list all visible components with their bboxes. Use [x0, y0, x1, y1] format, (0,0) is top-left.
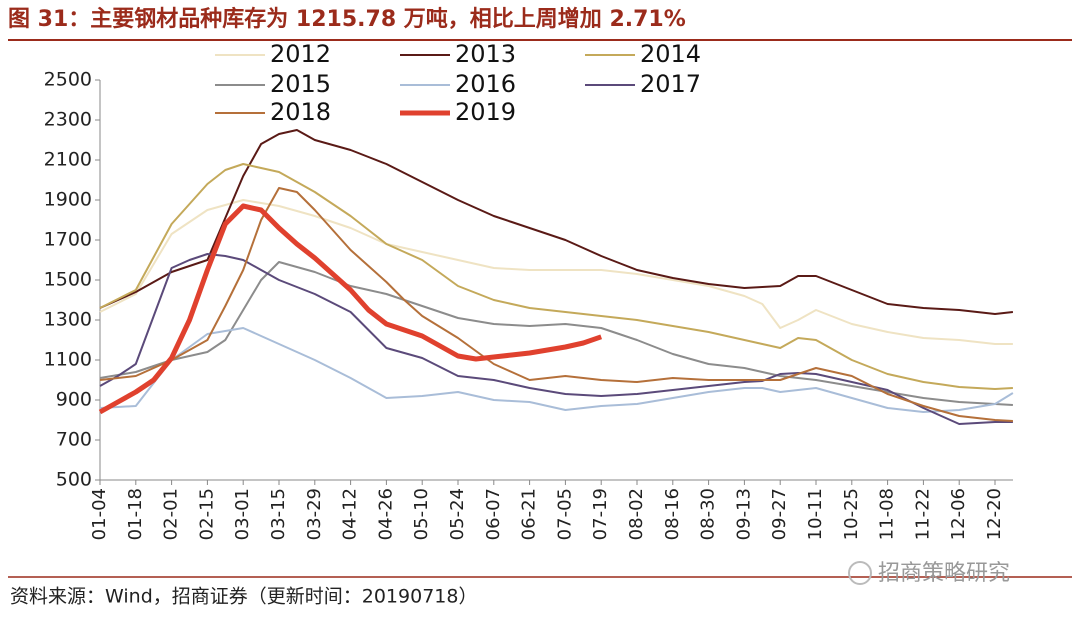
- y-tick-label: 1300: [44, 309, 92, 331]
- y-tick-label: 2500: [44, 69, 92, 91]
- x-tick-label: 02-15: [196, 488, 217, 540]
- x-tick-label: 05-24: [447, 488, 468, 540]
- x-tick-label: 01-04: [89, 488, 110, 540]
- y-tick-label: 1900: [44, 189, 92, 211]
- x-tick-label: 09-13: [733, 488, 754, 540]
- x-tick-label: 01-18: [125, 488, 146, 540]
- legend-label: 2013: [455, 40, 516, 68]
- x-tick-label: 08-16: [662, 488, 683, 540]
- source-note: 资料来源：Wind，招商证券（更新时间：20190718）: [10, 586, 477, 608]
- y-tick-label: 700: [56, 429, 92, 451]
- series-line: [99, 163, 1013, 390]
- legend-label: 2019: [455, 98, 516, 126]
- x-tick-label: 09-27: [769, 488, 790, 540]
- x-tick-label: 07-19: [590, 488, 611, 540]
- series-line: [99, 261, 1013, 406]
- x-tick-label: 07-05: [554, 488, 575, 540]
- x-tick-label: 04-26: [375, 488, 396, 540]
- chart-title: 图 31：主要钢材品种库存为 1215.78 万吨，相比上周增加 2.71%: [8, 6, 686, 32]
- series-line: [99, 187, 1013, 422]
- y-tick-label: 900: [56, 389, 92, 411]
- legend-label: 2017: [640, 70, 701, 98]
- y-tick-label: 2100: [44, 149, 92, 171]
- legend-label: 2015: [270, 70, 331, 98]
- x-tick-label: 05-10: [411, 488, 432, 540]
- y-tick-label: 500: [56, 469, 92, 491]
- legend-label: 2016: [455, 70, 516, 98]
- x-tick-label: 03-29: [304, 488, 325, 540]
- x-tick-label: 02-01: [161, 488, 182, 540]
- legend-label: 2018: [270, 98, 331, 126]
- series-line: [99, 199, 1013, 345]
- series-line: [98, 203, 603, 415]
- y-tick-label: 1700: [44, 229, 92, 251]
- y-tick-label: 1100: [44, 349, 92, 371]
- series-line: [99, 327, 1014, 413]
- x-tick-label: 06-07: [483, 488, 504, 540]
- x-tick-label: 10-11: [805, 488, 826, 540]
- legend-label: 2014: [640, 40, 701, 68]
- x-tick-label: 11-22: [912, 488, 933, 540]
- y-tick-label: 2300: [44, 109, 92, 131]
- x-tick-label: 03-15: [268, 488, 289, 540]
- series-line: [99, 253, 1013, 425]
- y-tick-label: 1500: [44, 269, 92, 291]
- x-tick-label: 12-06: [948, 488, 969, 540]
- x-tick-label: 08-30: [698, 488, 719, 540]
- x-tick-label: 08-02: [626, 488, 647, 540]
- legend-label: 2012: [270, 40, 331, 68]
- x-tick-label: 06-21: [519, 488, 540, 540]
- x-tick-label: 04-12: [340, 488, 361, 540]
- watermark: 招商策略研究: [878, 561, 1010, 586]
- x-tick-label: 10-25: [841, 488, 862, 540]
- x-tick-label: 03-01: [232, 488, 253, 540]
- x-tick-label: 12-20: [984, 488, 1005, 540]
- watermark-icon: [848, 561, 872, 585]
- series-line: [99, 129, 1014, 315]
- x-tick-label: 11-08: [877, 488, 898, 540]
